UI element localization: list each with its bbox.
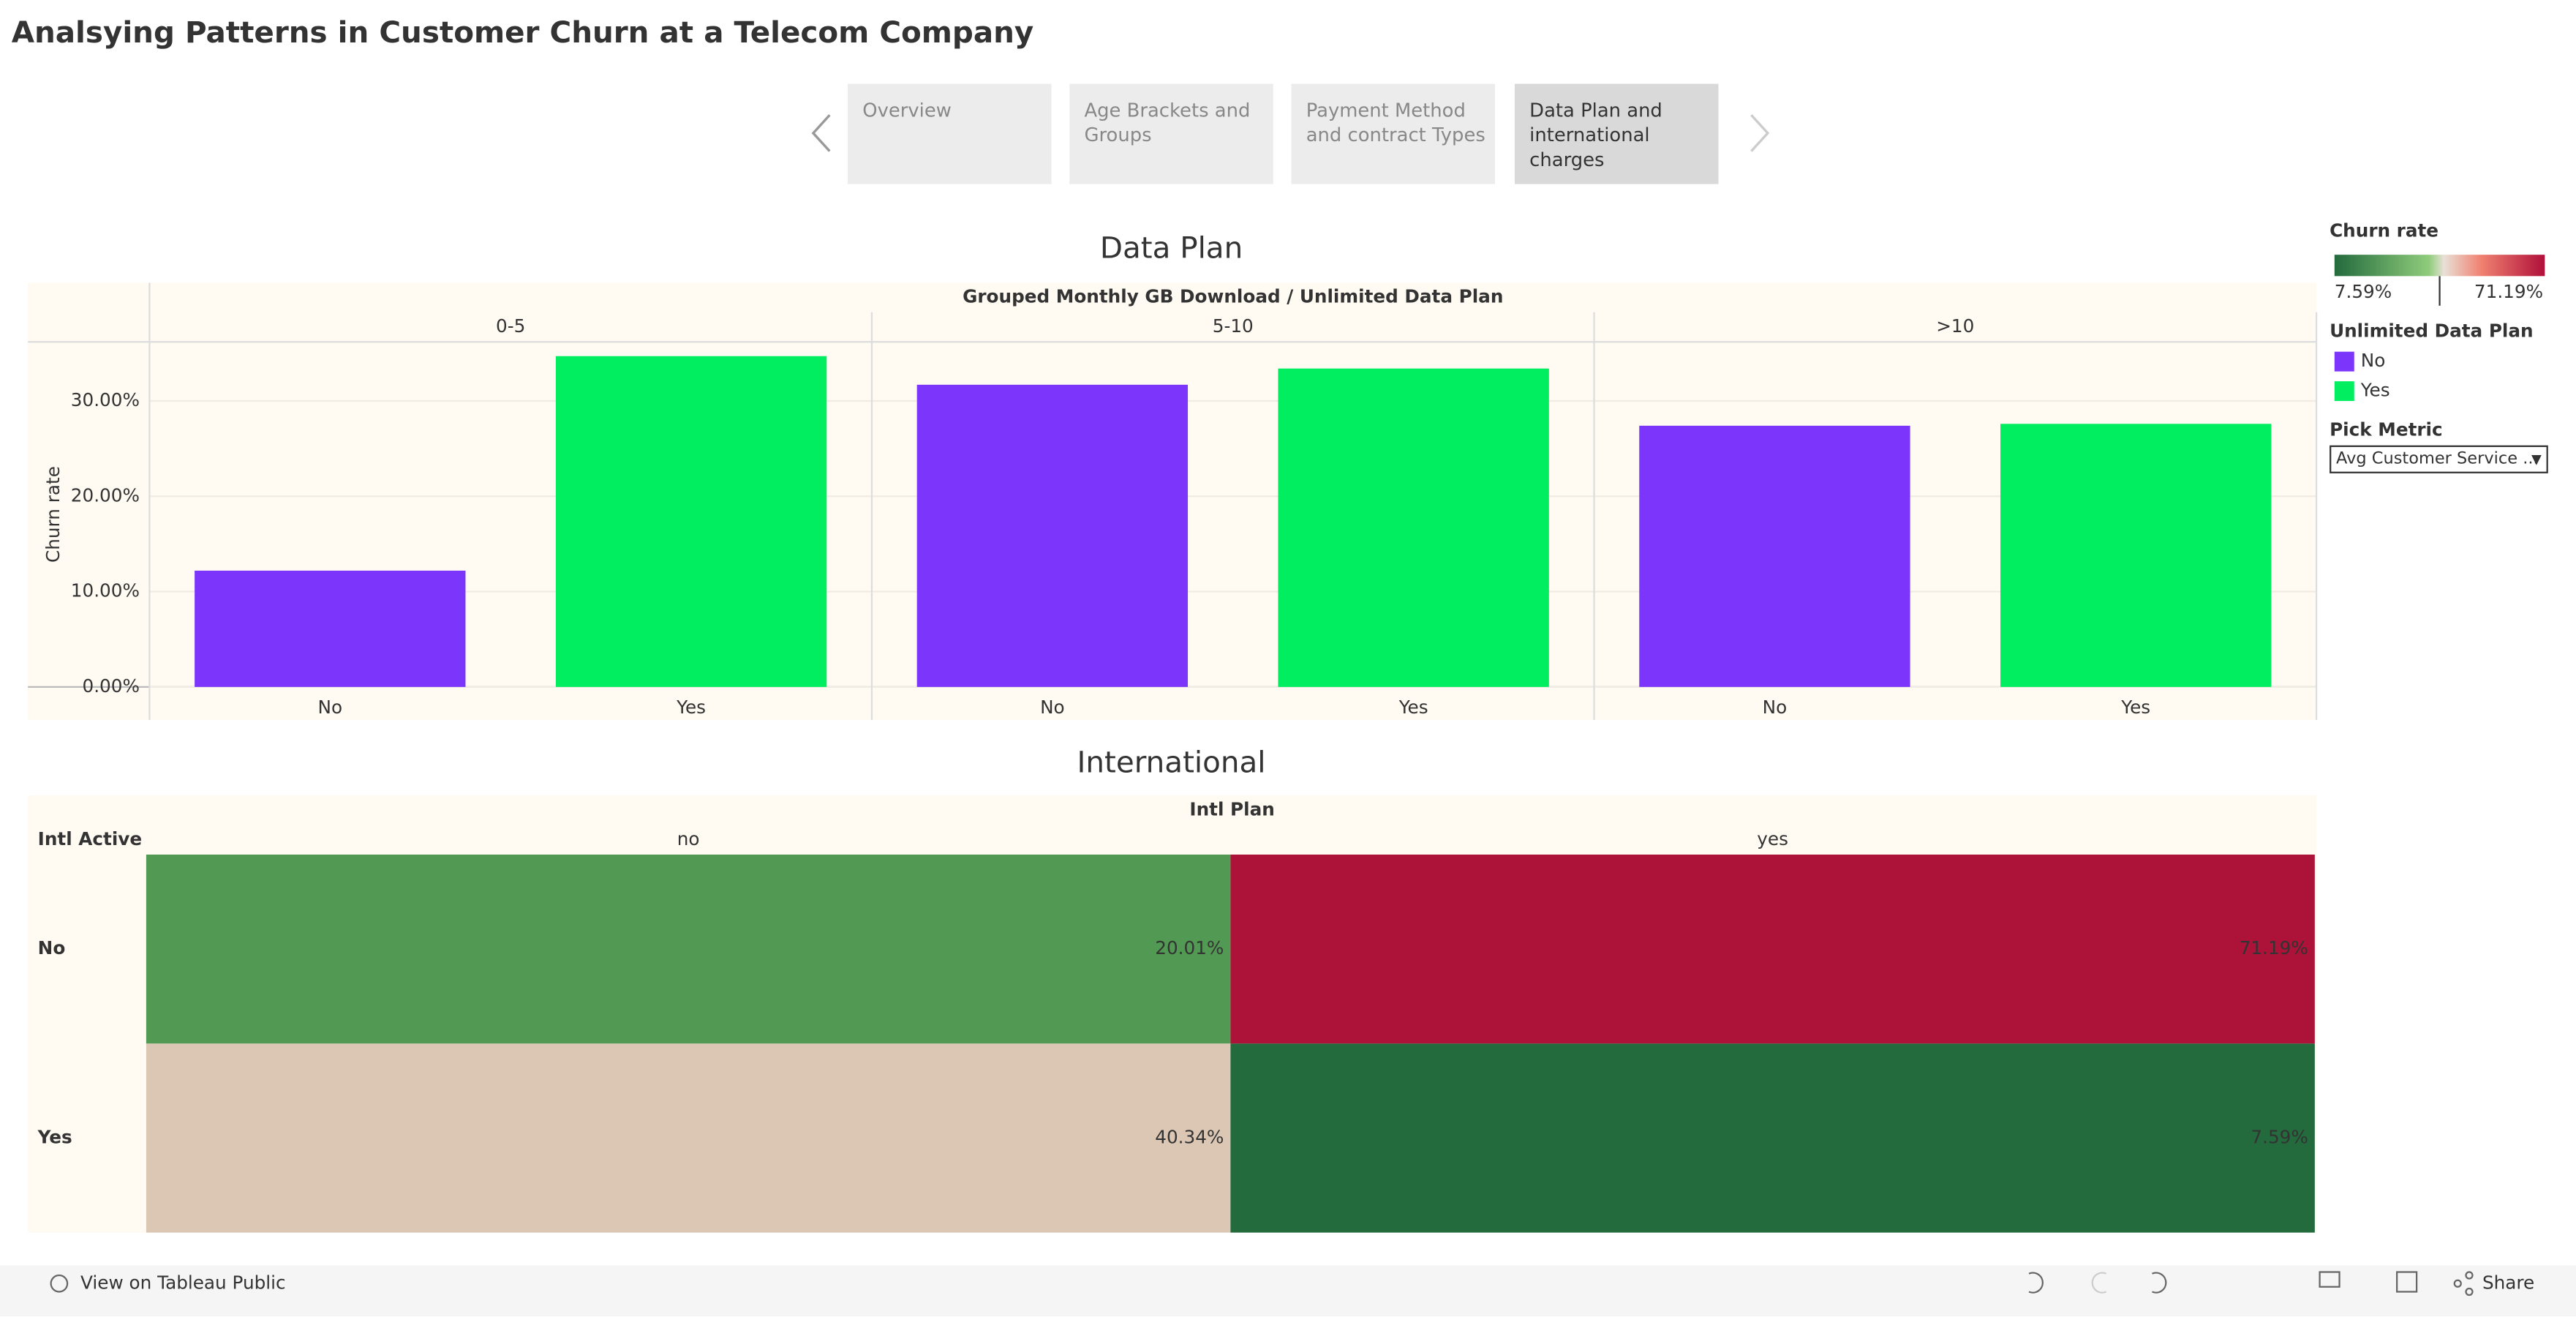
tableau-link[interactable]: View on Tableau Public [80,1272,286,1293]
x-tick-label: Yes [1398,697,1428,718]
toolbar-icons [2028,1271,2474,1297]
bar [555,356,827,687]
cell-label: 7.59% [2251,1126,2308,1147]
x-tick-label: No [1763,697,1788,718]
y-tick-label: 20.00% [71,484,140,506]
column-label: no [677,828,700,849]
share-button[interactable]: Share [2482,1272,2534,1293]
category-label: 5-10 [1213,315,1254,337]
heat-cell [146,855,1231,1044]
bar [1278,368,1549,687]
chart-title: Data Plan [1100,230,1243,265]
x-tick-label: Yes [2120,697,2150,718]
x-tick-label: Yes [676,697,706,718]
row-label: No [38,937,66,958]
y-tick-label: 0.00% [82,675,139,697]
heat-cell [1230,1043,2315,1233]
tableau-icon [50,1274,69,1293]
category-label: >10 [1936,315,1974,337]
cell-label: 40.34% [1155,1126,1224,1147]
column-label: yes [1757,828,1788,849]
cell-label: 71.19% [2240,937,2308,958]
heat-cell [1230,855,2315,1044]
footer-bar [0,1265,2576,1317]
legend-swatch [2334,381,2354,402]
x-tick-label: No [1040,697,1065,718]
legend-label: Yes [2360,380,2390,401]
next-arrow[interactable] [1750,114,1770,152]
bar [916,384,1189,687]
column-header: Intl Plan [1189,798,1274,819]
category-label: 0-5 [496,315,525,337]
ramp-min-label: 7.59% [2335,281,2392,302]
y-tick-label: 10.00% [71,580,140,601]
bar [2000,424,2272,687]
tab[interactable]: Payment Method and contract Types [1291,83,1496,184]
y-tick-label: 30.00% [71,389,140,410]
row-header: Intl Active [38,828,142,849]
legend-title: Pick Metric [2330,419,2443,440]
tab-active[interactable]: Data Plan and international charges [1514,83,1719,184]
page-title: Analsying Patterns in Customer Churn at … [12,15,1034,50]
legend-title: Unlimited Data Plan [2330,320,2534,342]
dropdown-caret: ▼ [2531,451,2542,467]
bar [1639,425,1910,687]
legend-label: No [2361,350,2386,371]
ramp-max-label: 71.19% [2474,281,2543,302]
y-axis-label: Churn rate [42,466,64,563]
heat-cell [146,1043,1231,1233]
chart-title: International [1077,744,1266,779]
prev-arrow[interactable] [811,114,831,152]
column-header: Grouped Monthly GB Download / Unlimited … [963,286,1503,307]
tab[interactable]: Overview [848,83,1052,184]
color-ramp [2334,255,2545,277]
cell-label: 20.01% [1155,937,1224,958]
legend-swatch [2334,351,2354,372]
bar [195,570,466,687]
row-label: Yes [37,1126,72,1147]
tab[interactable]: Age Brackets and Groups [1069,83,1273,184]
metric-value: Avg Customer Service ... [2336,450,2539,469]
metric-dropdown[interactable]: Avg Customer Service ... ▼ [2330,445,2548,473]
legend-title: Churn rate [2330,220,2438,241]
x-tick-label: No [318,697,343,718]
